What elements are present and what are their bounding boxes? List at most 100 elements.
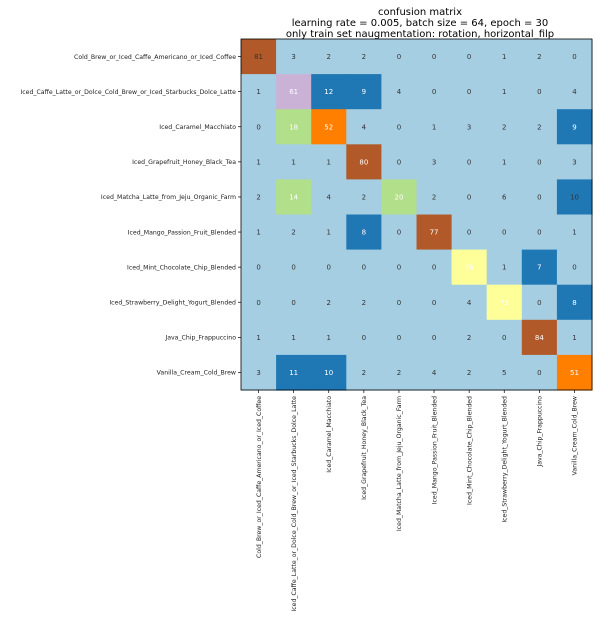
col-label-1: Iced_Caffe_Latte_or_Dolce_Cold_Brew_or_I…	[291, 396, 298, 612]
cell-value-r9-c7: 5	[502, 369, 506, 377]
heatmap-cell-r8-c6	[451, 319, 488, 356]
heatmap-cell-r5-c9	[556, 214, 593, 251]
heatmap-cell-r8-c3	[346, 319, 382, 356]
cell-value-r4-c9: 10	[570, 193, 579, 201]
cell-value-r5-c1: 2	[291, 229, 295, 237]
chart-title-line-1: confusion matrix	[378, 7, 462, 18]
cell-value-r1-c4: 4	[397, 88, 402, 96]
heatmap-cell-r3-c8	[521, 144, 558, 180]
cell-value-r6-c2: 0	[327, 264, 331, 272]
cell-value-r7-c6: 4	[467, 299, 472, 307]
heatmap-cell-r5-c2	[311, 214, 347, 251]
heatmap-cell-r7-c1	[276, 284, 312, 321]
cell-value-r7-c7: 73	[500, 299, 509, 307]
heatmap-cell-r8-c7	[486, 319, 523, 356]
cell-value-r5-c7: 0	[502, 229, 506, 237]
cell-value-r7-c4: 0	[397, 299, 401, 307]
chart-title-line-2: learning rate = 0.005, batch size = 64, …	[292, 18, 549, 29]
heatmap-cell-r6-c3	[346, 249, 382, 286]
heatmap-cell-r7-c6	[451, 284, 488, 321]
cell-value-r0-c0: 81	[254, 53, 263, 61]
cell-value-r2-c6: 3	[467, 123, 471, 131]
heatmap-cell-r8-c2	[311, 319, 347, 356]
cell-value-r8-c1: 1	[291, 334, 295, 342]
heatmap-cell-r4-c7	[486, 179, 523, 216]
cell-value-r4-c0: 2	[256, 193, 260, 201]
heatmap-cell-r5-c8	[521, 214, 558, 251]
heatmap-cell-r2-c0	[241, 109, 277, 145]
heatmap-cell-r6-c1	[276, 249, 312, 286]
cell-value-r8-c2: 1	[327, 334, 331, 342]
heatmap-cell-r5-c7	[486, 214, 523, 251]
cell-value-r1-c9: 4	[572, 88, 577, 96]
heatmap-cell-r3-c5	[416, 144, 453, 180]
heatmap-cell-r2-c7	[486, 109, 523, 145]
cell-value-r5-c5: 77	[430, 229, 439, 237]
cell-value-r9-c2: 10	[324, 369, 333, 377]
col-label-9: Vanilla_Cream_Cold_Brew	[572, 396, 579, 475]
cell-value-r6-c1: 0	[291, 264, 295, 272]
heatmap-cell-r8-c0	[241, 319, 277, 356]
cell-value-r1-c6: 0	[467, 88, 471, 96]
heatmap-cell-r0-c0	[241, 39, 277, 75]
heatmap-cell-r5-c3	[346, 214, 382, 251]
cell-value-r5-c0: 1	[256, 229, 260, 237]
heatmap-cell-r2-c2	[311, 109, 347, 145]
heatmap-cell-r5-c1	[276, 214, 312, 251]
cell-value-r1-c3: 9	[362, 88, 366, 96]
row-tick-labels: Cold_Brew_or_Iced_Caffe_Americano_or_Ice…	[20, 54, 241, 377]
heatmap-cell-r4-c6	[451, 179, 488, 216]
cell-value-r4-c3: 2	[362, 193, 366, 201]
heatmap-cell-r3-c0	[241, 144, 277, 180]
cell-value-r0-c1: 3	[291, 53, 295, 61]
row-label-9: Vanilla_Cream_Cold_Brew	[157, 370, 236, 377]
heatmap-cell-r3-c9	[556, 144, 593, 180]
row-label-5: Iced_Mango_Passion_Fruit_Blended	[128, 229, 236, 236]
heatmap-cell-r6-c2	[311, 249, 347, 286]
heatmap-cell-r0-c8	[521, 39, 558, 75]
cell-value-r2-c1: 18	[289, 123, 298, 131]
heatmap-cells	[241, 39, 593, 391]
heatmap-cell-r5-c6	[451, 214, 488, 251]
heatmap-cell-r9-c1	[276, 354, 312, 391]
cell-value-r4-c6: 0	[467, 193, 471, 201]
heatmap-cell-r4-c9	[556, 179, 593, 216]
heatmap-cell-r3-c7	[486, 144, 523, 180]
row-label-0: Cold_Brew_or_Iced_Caffe_Americano_or_Ice…	[74, 54, 236, 61]
cell-value-r3-c9: 3	[572, 158, 576, 166]
cell-value-r9-c8: 0	[537, 369, 541, 377]
heatmap-cell-r0-c9	[556, 39, 593, 75]
heatmap-cell-r1-c2	[311, 74, 347, 110]
cell-value-r3-c2: 1	[327, 158, 331, 166]
cell-value-r0-c4: 0	[397, 53, 401, 61]
row-label-7: Iced_Strawberry_Delight_Yogurt_Blended	[109, 299, 236, 306]
heatmap-cell-r2-c1	[276, 109, 312, 145]
heatmap-cell-r6-c6	[451, 249, 488, 286]
chart-title: confusion matrix learning rate = 0.005, …	[286, 7, 554, 40]
heatmap-cell-r0-c7	[486, 39, 523, 75]
cell-value-r2-c5: 1	[432, 123, 436, 131]
heatmap-cell-r2-c9	[556, 109, 593, 145]
heatmap-cell-r3-c4	[381, 144, 418, 180]
heatmap-cell-r9-c3	[346, 354, 382, 391]
cell-value-r7-c8: 0	[537, 299, 541, 307]
cell-value-r1-c7: 1	[502, 88, 506, 96]
cell-value-r6-c5: 0	[432, 264, 436, 272]
cell-value-r5-c3: 8	[362, 229, 366, 237]
cell-value-r8-c6: 2	[467, 334, 471, 342]
cell-value-r0-c5: 0	[432, 53, 436, 61]
heatmap-cell-r7-c3	[346, 284, 382, 321]
heatmap-cell-r5-c0	[241, 214, 277, 251]
heatmap-cell-labels: 81 3 2 2 0 0 0 1 2 01 61 12 9 4 0 0 1 0 40 18 52 4 0 1 3 2 2 91 1 1 80…	[254, 53, 579, 377]
cell-value-r0-c9: 0	[572, 53, 576, 61]
heatmap-cell-r1-c0	[241, 74, 277, 110]
heatmap-cell-r0-c2	[311, 39, 347, 75]
cell-value-r4-c1: 14	[289, 193, 298, 201]
cell-value-r7-c5: 0	[432, 299, 436, 307]
cell-value-r8-c9: 1	[572, 334, 576, 342]
cell-value-r7-c0: 0	[256, 299, 260, 307]
cell-value-r1-c2: 12	[324, 88, 333, 96]
cell-value-r4-c7: 6	[502, 193, 507, 201]
heatmap-cell-r1-c6	[451, 74, 488, 110]
heatmap-cell-r9-c6	[451, 354, 488, 391]
